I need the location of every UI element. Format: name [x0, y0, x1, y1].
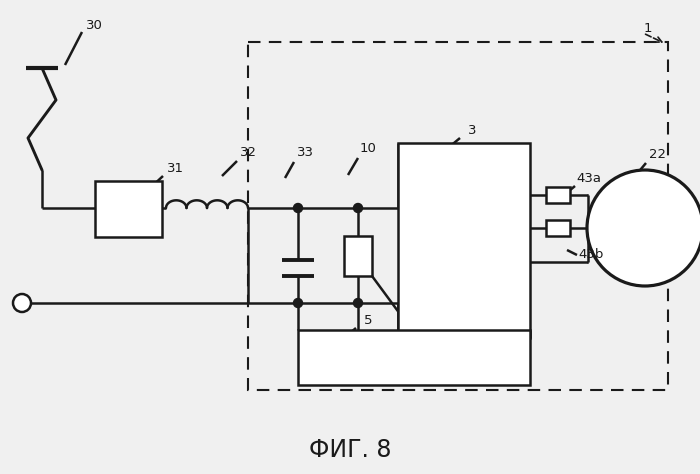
Text: 22: 22: [650, 148, 666, 162]
Circle shape: [293, 299, 302, 308]
Bar: [298, 330, 530, 385]
Bar: [546, 187, 570, 203]
Text: 33: 33: [297, 146, 314, 158]
Circle shape: [13, 294, 31, 312]
Text: 31: 31: [167, 162, 183, 174]
Bar: [546, 220, 570, 236]
Circle shape: [354, 299, 363, 308]
Bar: [95, 181, 162, 237]
Bar: [248, 42, 668, 390]
Bar: [398, 143, 530, 338]
Text: 43a: 43a: [577, 172, 601, 184]
Text: 10: 10: [360, 142, 377, 155]
Text: 30: 30: [85, 18, 102, 31]
Text: 3: 3: [468, 124, 476, 137]
Text: 5: 5: [364, 313, 372, 327]
Circle shape: [293, 203, 302, 212]
Text: 32: 32: [239, 146, 256, 158]
Circle shape: [354, 203, 363, 212]
Text: 1: 1: [644, 21, 652, 35]
Circle shape: [587, 170, 700, 286]
Text: 43b: 43b: [578, 248, 603, 262]
Bar: [344, 236, 372, 276]
Text: ФИГ. 8: ФИГ. 8: [309, 438, 391, 462]
